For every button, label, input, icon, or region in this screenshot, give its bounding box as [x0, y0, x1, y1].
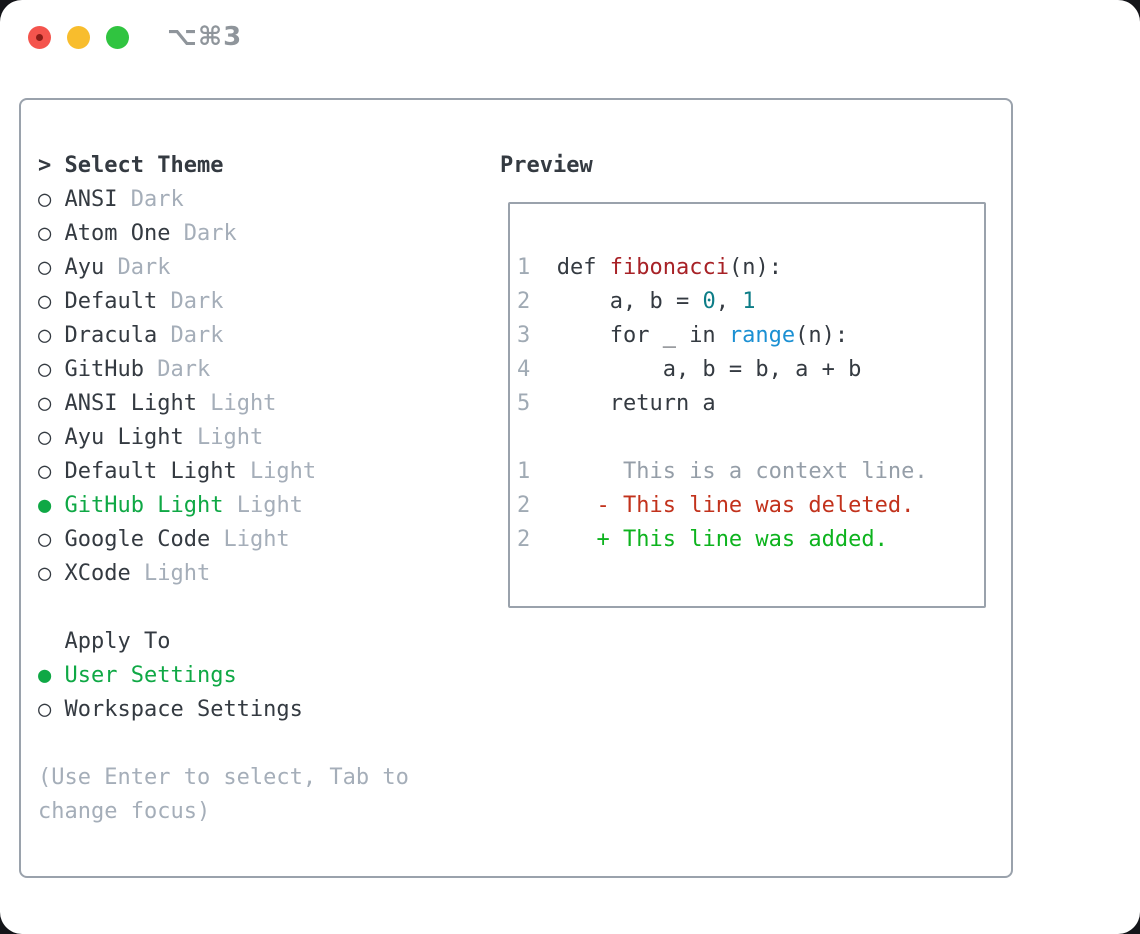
- theme-option-ansi[interactable]: ○ ANSI Dark: [38, 183, 409, 217]
- spacer: [38, 591, 409, 625]
- theme-option-ansi-light[interactable]: ○ ANSI Light Light: [38, 387, 409, 421]
- spacer: [38, 727, 409, 761]
- radio-icon: ○: [38, 391, 52, 416]
- apply-to-header: Apply To: [64, 629, 171, 654]
- theme-variant: Dark: [117, 255, 171, 280]
- theme-variant: Dark: [170, 289, 224, 314]
- theme-name: GitHub: [64, 357, 144, 382]
- theme-selector-column: > Select Theme ○ ANSI Dark ○ Atom One Dar…: [38, 149, 409, 829]
- radio-icon: ○: [38, 697, 52, 722]
- theme-option-default[interactable]: ○ Default Dark: [38, 285, 409, 319]
- theme-variant: Dark: [183, 221, 237, 246]
- preview-code-line: 3 for _ in range(n):: [517, 323, 849, 348]
- apply-option-label: Workspace Settings: [64, 697, 303, 722]
- theme-name: ANSI: [64, 187, 118, 212]
- hint-text-line-2: change focus): [38, 799, 211, 824]
- preview-code: 1 def fibonacci(n): 2 a, b = 0, 1 3 for _ …: [517, 251, 984, 557]
- radio-icon: ○: [38, 561, 52, 586]
- theme-option-dracula[interactable]: ○ Dracula Dark: [38, 319, 409, 353]
- close-button[interactable]: [28, 26, 51, 49]
- theme-name: Google Code: [64, 527, 211, 552]
- radio-icon: ○: [38, 459, 52, 484]
- preview-code-line: 1 def fibonacci(n):: [517, 255, 782, 280]
- select-theme-title: Select Theme: [64, 153, 224, 178]
- theme-name: XCode: [64, 561, 131, 586]
- preview-code-line: 4 a, b = b, a + b: [517, 357, 862, 382]
- hint-text-line-1: (Use Enter to select, Tab to: [38, 765, 409, 790]
- radio-icon: ○: [38, 221, 52, 246]
- radio-icon: ○: [38, 425, 52, 450]
- apply-option-user-settings[interactable]: ● User Settings: [38, 659, 409, 693]
- theme-name: GitHub Light: [64, 493, 224, 518]
- theme-name: Ayu Light: [64, 425, 184, 450]
- spacer: [517, 421, 984, 455]
- theme-name: Default: [64, 289, 158, 314]
- theme-name: Dracula: [64, 323, 158, 348]
- theme-variant: Dark: [130, 187, 184, 212]
- record-dot-icon: [36, 34, 43, 41]
- radio-icon: ○: [38, 527, 52, 552]
- apply-to-list: ● User Settings ○ Workspace Settings: [38, 659, 409, 727]
- window-title: ⌥⌘3: [167, 22, 243, 52]
- preview-pane: 1 def fibonacci(n): 2 a, b = 0, 1 3 for _ …: [508, 202, 986, 608]
- theme-variant: Dark: [157, 357, 211, 382]
- radio-selected-icon: ●: [38, 493, 52, 518]
- theme-name: ANSI Light: [64, 391, 197, 416]
- theme-option-github[interactable]: ○ GitHub Dark: [38, 353, 409, 387]
- focus-caret-icon: >: [38, 153, 52, 178]
- preview-code-line: 5 return a: [517, 391, 716, 416]
- radio-icon: ○: [38, 357, 52, 382]
- preview-added-line: 2 + This line was added.: [517, 527, 888, 552]
- theme-name: Ayu: [64, 255, 105, 280]
- theme-variant: Light: [143, 561, 211, 586]
- theme-option-ayu[interactable]: ○ Ayu Dark: [38, 251, 409, 285]
- radio-icon: ○: [38, 255, 52, 280]
- preview-code-line: 2 a, b = 0, 1: [517, 289, 756, 314]
- theme-variant: Light: [236, 493, 303, 518]
- preview-deleted-line: 2 - This line was deleted.: [517, 493, 915, 518]
- radio-selected-icon: ●: [38, 663, 52, 688]
- radio-icon: ○: [38, 289, 52, 314]
- radio-icon: ○: [38, 323, 52, 348]
- apply-option-workspace-settings[interactable]: ○ Workspace Settings: [38, 693, 409, 727]
- theme-option-default-light[interactable]: ○ Default Light Light: [38, 455, 409, 489]
- theme-option-github-light[interactable]: ● GitHub Light Light: [38, 489, 409, 523]
- theme-name: Atom One: [64, 221, 171, 246]
- radio-icon: ○: [38, 187, 52, 212]
- preview-title: Preview: [500, 153, 593, 178]
- preview-context-line: 1 This is a context line.: [517, 459, 928, 484]
- theme-variant: Light: [249, 459, 317, 484]
- maximize-button[interactable]: [106, 26, 129, 49]
- select-theme-header: > Select Theme: [38, 149, 409, 183]
- theme-option-google-code[interactable]: ○ Google Code Light: [38, 523, 409, 557]
- theme-option-atom-one[interactable]: ○ Atom One Dark: [38, 217, 409, 251]
- apply-option-label: User Settings: [64, 663, 237, 688]
- minimize-button[interactable]: [67, 26, 90, 49]
- theme-variant: Light: [223, 527, 290, 552]
- theme-option-xcode[interactable]: ○ XCode Light: [38, 557, 409, 591]
- theme-name: Default Light: [64, 459, 237, 484]
- theme-option-ayu-light[interactable]: ○ Ayu Light Light: [38, 421, 409, 455]
- theme-variant: Dark: [170, 323, 224, 348]
- theme-list: ○ ANSI Dark ○ Atom One Dark ○ Ayu Dark ○ De…: [38, 183, 409, 591]
- theme-variant: Light: [210, 391, 277, 416]
- theme-variant: Light: [196, 425, 264, 450]
